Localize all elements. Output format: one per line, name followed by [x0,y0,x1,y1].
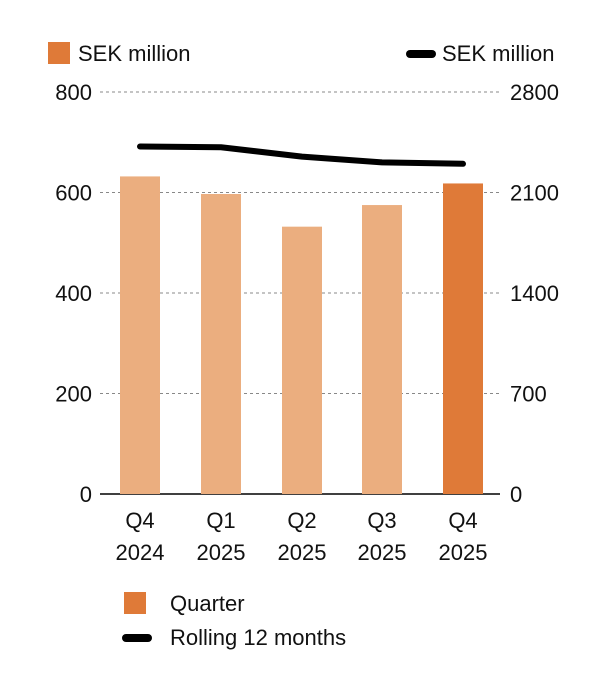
right-tick-label: 2800 [510,80,559,105]
x-tick-label-year: 2025 [439,540,488,565]
x-tick-label-year: 2025 [197,540,246,565]
legend-quarter-label: Quarter [170,591,245,616]
rolling-12-months-line [137,143,466,167]
left-axis-unit-swatch [48,42,70,64]
bar-q3-2025 [362,205,402,494]
legend-quarter-swatch [124,592,146,614]
right-tick-label: 2100 [510,181,559,206]
x-tick-label-quarter: Q4 [125,508,154,533]
bar-q4-2025 [443,183,483,494]
bar-q1-2025 [201,194,241,494]
x-tick-label-year: 2025 [278,540,327,565]
left-tick-label: 600 [55,181,92,206]
x-tick-label-quarter: Q3 [367,508,396,533]
x-tick-label-year: 2025 [358,540,407,565]
x-tick-label-year: 2024 [116,540,165,565]
x-axis-labels: Q4 2024 Q1 2025 Q2 2025 Q3 2025 Q4 2025 [116,508,488,565]
bar-q4-2024 [120,176,160,495]
right-tick-label: 0 [510,482,522,507]
right-tick-label: 700 [510,382,547,407]
x-tick-label-quarter: Q4 [448,508,477,533]
right-axis-unit-label: SEK million [442,41,554,66]
left-tick-label: 200 [55,382,92,407]
bar-q2-2025 [282,226,322,495]
left-tick-label: 400 [55,281,92,306]
right-axis-ticks: 0 700 1400 2100 2800 [510,80,559,507]
left-axis-ticks: 0 200 400 600 800 [55,80,92,507]
left-tick-label: 800 [55,80,92,105]
legend-rolling-label: Rolling 12 months [170,625,346,650]
left-axis-unit-label: SEK million [78,41,190,66]
x-tick-label-quarter: Q2 [287,508,316,533]
bars [120,176,483,495]
rolling-line-layer [137,143,466,167]
x-tick-label-quarter: Q1 [206,508,235,533]
left-tick-label: 0 [80,482,92,507]
right-tick-label: 1400 [510,281,559,306]
